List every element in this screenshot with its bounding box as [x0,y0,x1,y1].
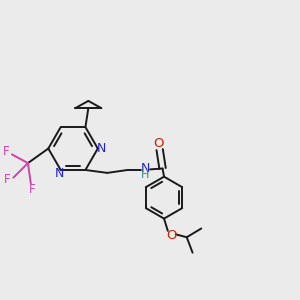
Text: N: N [140,162,150,175]
Text: N: N [97,142,106,155]
Text: F: F [4,172,10,186]
Text: O: O [166,229,177,242]
Text: F: F [3,145,9,158]
Text: F: F [29,183,36,196]
Text: O: O [153,137,164,150]
Text: H: H [141,169,149,180]
Text: N: N [55,167,64,180]
